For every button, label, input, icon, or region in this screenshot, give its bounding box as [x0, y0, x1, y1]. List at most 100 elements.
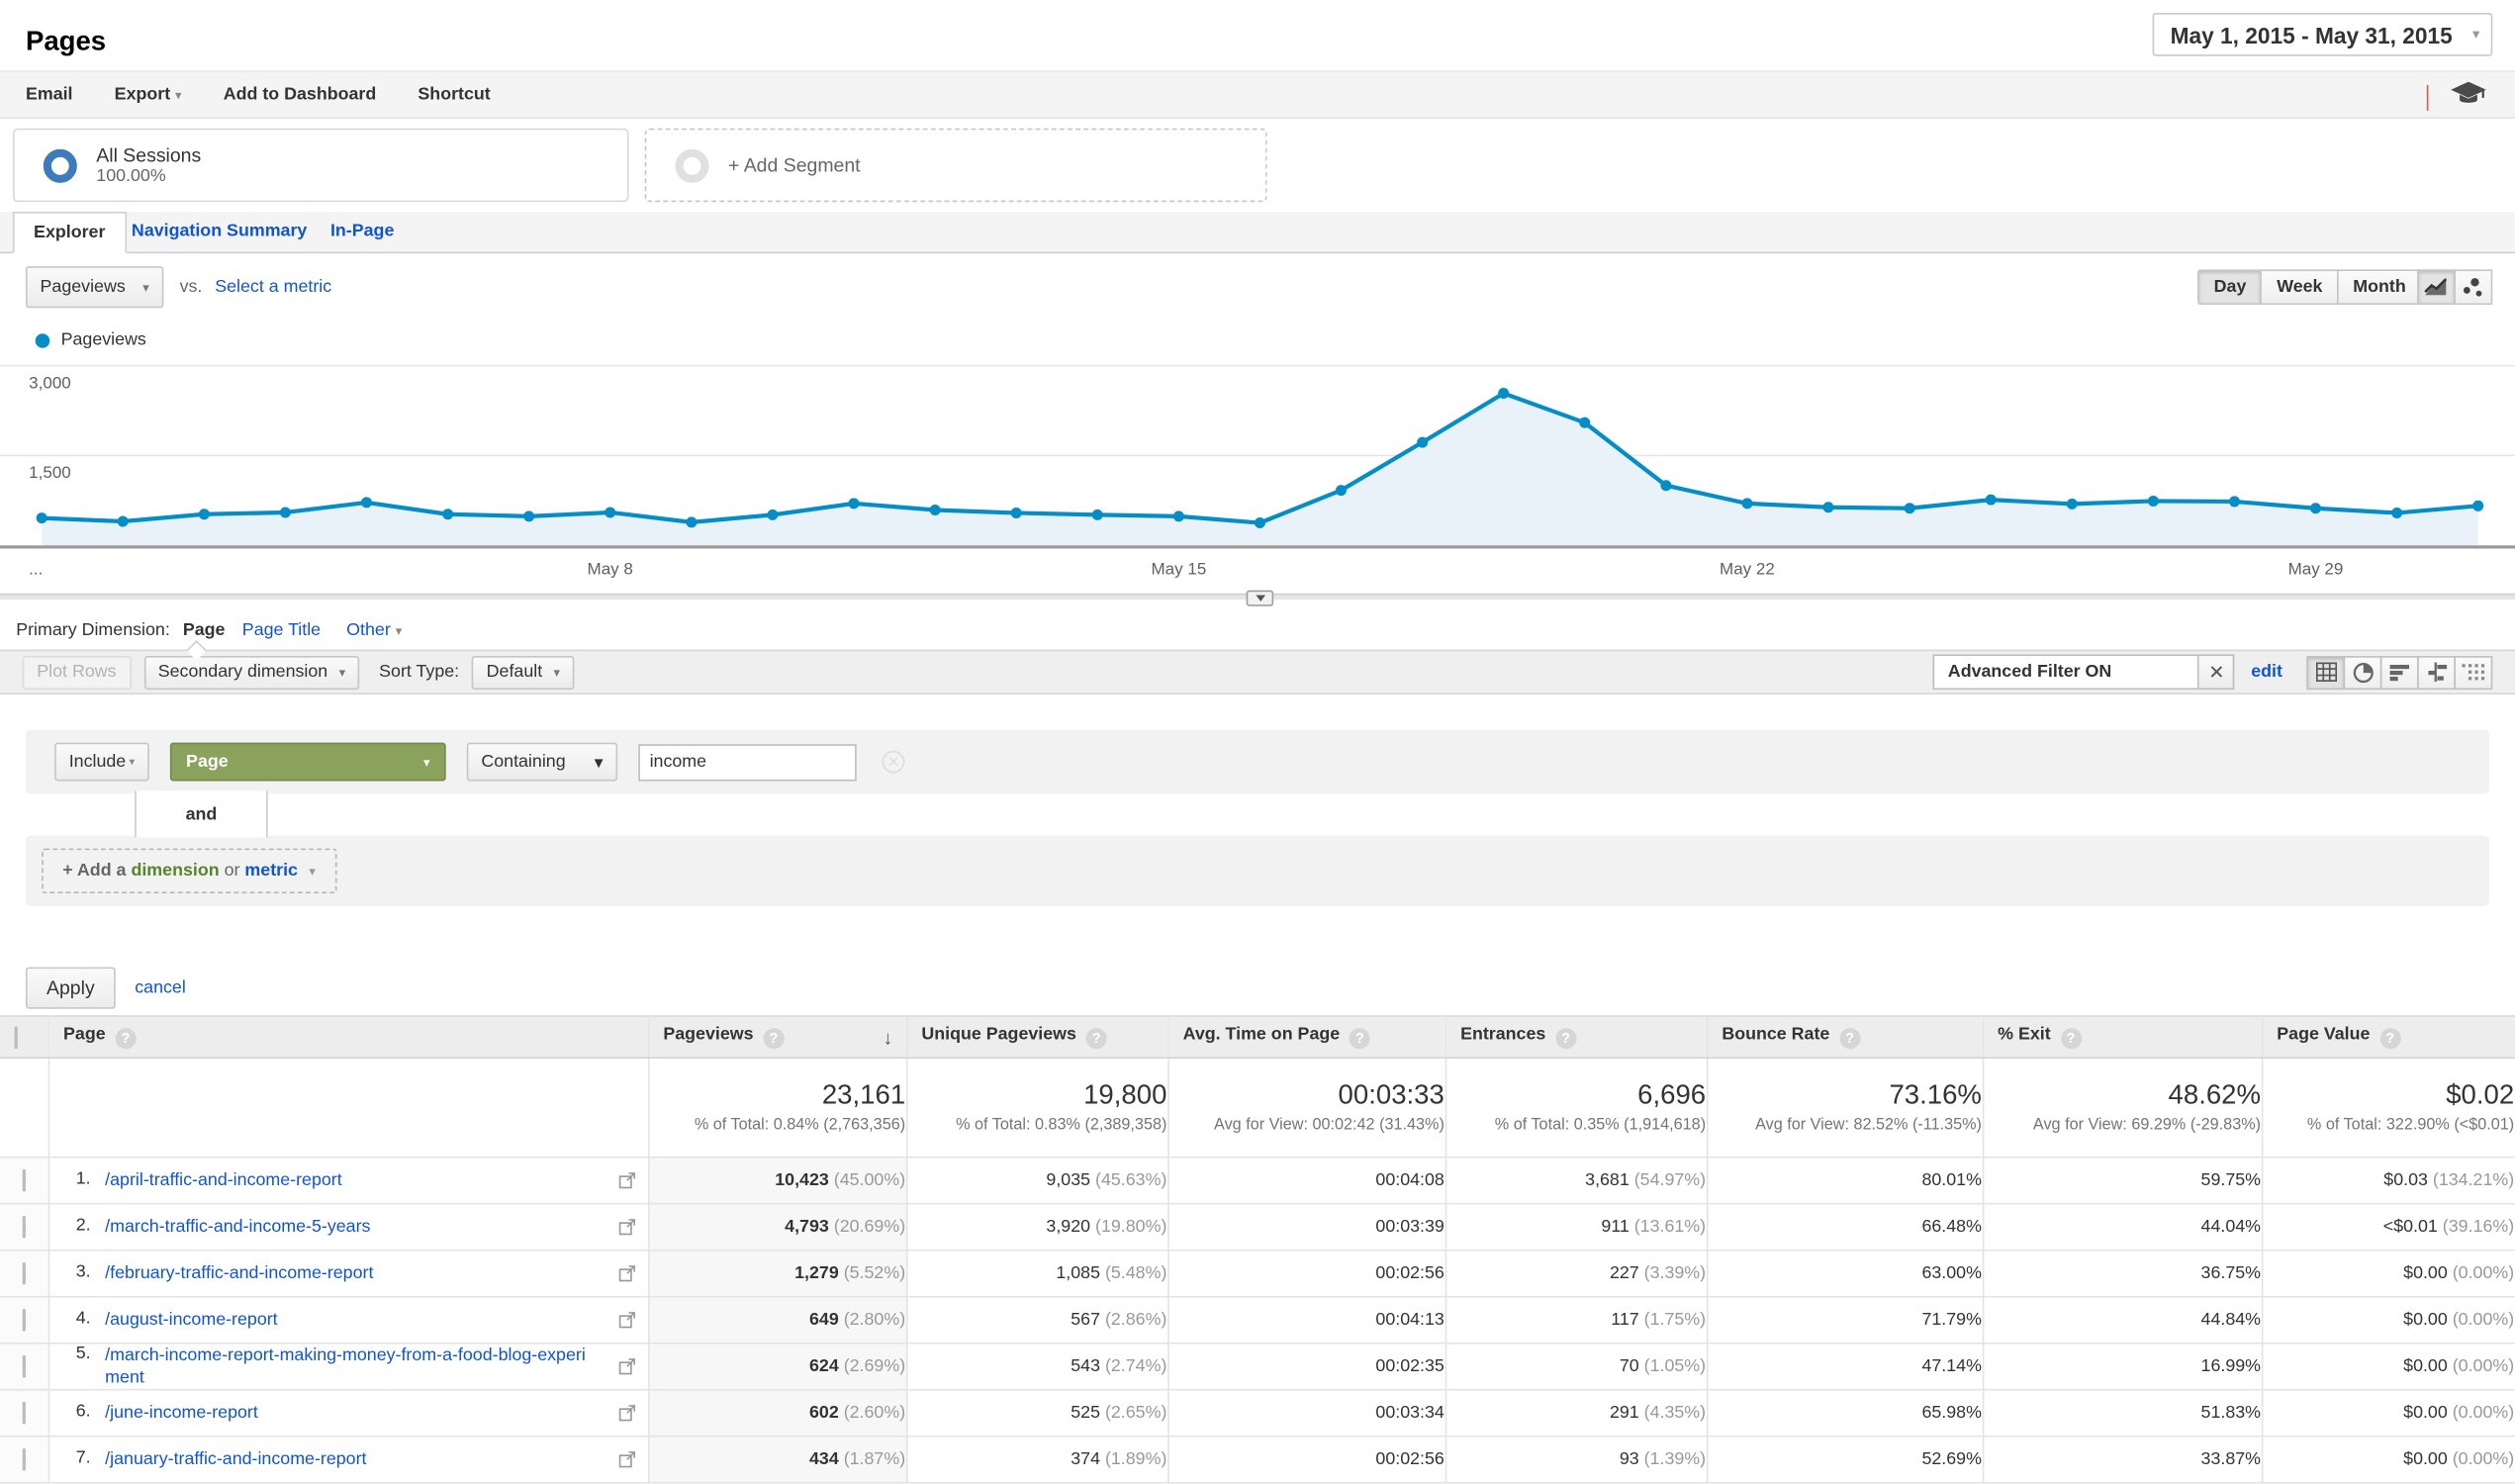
help-icon[interactable]: ?	[763, 1028, 785, 1050]
page-link[interactable]: /april-traffic-and-income-report	[105, 1170, 342, 1190]
help-icon[interactable]: ?	[2060, 1028, 2082, 1050]
apply-button[interactable]: Apply	[25, 967, 116, 1009]
pivot-view-icon[interactable]	[2454, 655, 2493, 690]
cancel-link[interactable]: cancel	[135, 977, 186, 998]
summary-pct-exit: 48.62% Avg for View: 69.29% (-29.83%)	[1982, 1058, 2263, 1159]
row-checkbox[interactable]	[22, 1215, 26, 1239]
help-icon[interactable]: ?	[1349, 1028, 1370, 1050]
segment-donut-icon	[675, 147, 709, 183]
row-index: 7.	[75, 1447, 91, 1468]
page-link[interactable]: /february-traffic-and-income-report	[105, 1263, 374, 1283]
external-link-icon[interactable]	[616, 1263, 635, 1287]
help-icon[interactable]: ?	[2379, 1028, 2401, 1050]
granularity-week-button[interactable]: Week	[2260, 269, 2339, 306]
advanced-filter-badge[interactable]: Advanced Filter ON	[1933, 654, 2200, 691]
filter-value-input[interactable]	[638, 743, 857, 781]
performance-view-icon[interactable]	[2379, 655, 2419, 690]
row-checkbox[interactable]	[22, 1447, 26, 1471]
row-checkbox[interactable]	[22, 1168, 26, 1192]
plot-rows-button[interactable]: Plot Rows	[22, 655, 132, 690]
timeline-chart[interactable]: 1,500 3,000... May 8 May 15 May 22 May 29	[0, 356, 2515, 606]
chart-legend: Pageviews	[35, 330, 2515, 349]
tab-navigation-summary[interactable]: Navigation Summary	[131, 221, 308, 241]
sort-type-dropdown[interactable]: Default ▾	[472, 655, 575, 690]
page-link[interactable]: /june-income-report	[105, 1403, 258, 1423]
data-view-icon[interactable]	[2306, 655, 2346, 690]
pct-exit-cell: 51.83%	[1982, 1389, 2263, 1438]
segment-all-sessions[interactable]: All Sessions 100.00%	[12, 128, 629, 203]
row-index: 3.	[75, 1261, 91, 1282]
email-button[interactable]: Email	[25, 84, 73, 105]
dimension-page-title[interactable]: Page Title	[241, 620, 322, 640]
row-checkbox[interactable]	[22, 1308, 26, 1332]
comparison-view-icon[interactable]	[2417, 655, 2457, 690]
bounce-rate-cell: 80.01%	[1706, 1157, 1984, 1205]
add-dimension-or-metric-button[interactable]: + Add a dimension or metric ▾	[42, 848, 337, 893]
external-link-icon[interactable]	[616, 1450, 635, 1474]
dimension-other[interactable]: Other ▾	[346, 620, 402, 639]
column-header-avg-time[interactable]: Avg. Time on Page?	[1167, 1016, 1446, 1059]
add-segment-button[interactable]: + Add Segment	[644, 128, 1267, 203]
page-link[interactable]: /march-traffic-and-income-5-years	[105, 1217, 371, 1237]
select-metric-link[interactable]: Select a metric	[215, 277, 332, 297]
help-icon[interactable]: ?	[115, 1028, 137, 1050]
granularity-day-button[interactable]: Day	[2197, 269, 2263, 306]
add-dimension-link[interactable]: dimension	[131, 861, 220, 881]
chevron-down-icon: ▾	[395, 623, 403, 639]
edit-filter-link[interactable]: edit	[2251, 662, 2282, 682]
dimension-page[interactable]: Page	[182, 620, 226, 640]
external-link-icon[interactable]	[616, 1310, 635, 1334]
row-checkbox[interactable]	[22, 1401, 26, 1425]
row-checkbox[interactable]	[22, 1261, 26, 1285]
external-link-icon[interactable]	[616, 1217, 635, 1241]
sort-type-value: Default	[486, 662, 543, 682]
page-value-cell: $0.00 (0.00%)	[2261, 1250, 2515, 1298]
chart-canvas[interactable]: 1,500 3,000... May 8 May 15 May 22 May 29	[0, 356, 2515, 591]
filter-field-dropdown[interactable]: Page ▾	[169, 742, 446, 782]
match-type-dropdown[interactable]: Containing ▾	[466, 742, 618, 782]
secondary-dimension-dropdown[interactable]: Secondary dimension ▾	[143, 655, 360, 690]
add-metric-link[interactable]: metric	[244, 861, 298, 881]
help-icon[interactable]: ?	[1555, 1028, 1577, 1050]
remove-condition-icon[interactable]: ✕	[882, 750, 905, 774]
select-all-checkbox[interactable]	[14, 1025, 18, 1049]
column-header-entrances[interactable]: Entrances?	[1444, 1016, 1708, 1059]
page-link[interactable]: /january-traffic-and-income-report	[105, 1449, 367, 1469]
add-to-dashboard-button[interactable]: Add to Dashboard	[223, 84, 377, 105]
intelligence-events-icon[interactable]	[2451, 81, 2486, 113]
column-header-pct-exit[interactable]: % Exit?	[1982, 1016, 2263, 1059]
column-label: Pageviews	[663, 1024, 754, 1045]
metric-dropdown[interactable]: Pageviews ▾	[25, 266, 164, 309]
page-link[interactable]: /march-income-report-making-money-from-a…	[105, 1345, 586, 1388]
row-checkbox[interactable]	[22, 1354, 26, 1378]
external-link-icon[interactable]	[616, 1170, 635, 1194]
column-label: Page	[63, 1024, 106, 1045]
table-row: 4. /august-income-report 649 (2.80%) 567 (2…	[0, 1296, 2515, 1345]
shortcut-button[interactable]: Shortcut	[418, 84, 491, 105]
granularity-month-button[interactable]: Month	[2337, 269, 2422, 306]
summary-subtext: % of Total: 0.83% (2,389,358)	[956, 1116, 1167, 1135]
column-header-bounce-rate[interactable]: Bounce Rate?	[1706, 1016, 1984, 1059]
column-header-unique-pageviews[interactable]: Unique Pageviews?	[905, 1016, 1169, 1059]
page-link[interactable]: /august-income-report	[105, 1310, 278, 1330]
column-header-pageviews[interactable]: Pageviews? ↓	[647, 1016, 907, 1059]
table-row: 5. /march-income-report-making-money-from…	[0, 1343, 2515, 1391]
chart-scrollbar-handle[interactable]	[1246, 590, 1274, 606]
column-header-page[interactable]: Page?	[47, 1016, 649, 1059]
percentage-view-icon[interactable]	[2343, 655, 2382, 690]
column-header-page-value[interactable]: Page Value?	[2261, 1016, 2515, 1059]
remove-filter-button[interactable]: ✕	[2199, 654, 2235, 691]
external-link-icon[interactable]	[616, 1357, 635, 1381]
export-button[interactable]: Export ▾	[115, 85, 182, 104]
external-link-icon[interactable]	[616, 1404, 635, 1428]
help-icon[interactable]: ?	[1085, 1028, 1107, 1050]
date-range-selector[interactable]: May 1, 2015 - May 31, 2015 ▾	[2152, 12, 2493, 56]
motion-chart-icon[interactable]	[2454, 269, 2493, 306]
tab-in-page[interactable]: In-Page	[329, 221, 395, 241]
tab-explorer[interactable]: Explorer	[12, 211, 127, 254]
include-dropdown[interactable]: Include ▾	[54, 742, 149, 782]
help-icon[interactable]: ?	[1839, 1028, 1861, 1050]
summary-entrances: 6,696 % of Total: 0.35% (1,914,618)	[1444, 1058, 1708, 1159]
line-chart-icon[interactable]	[2417, 269, 2457, 306]
